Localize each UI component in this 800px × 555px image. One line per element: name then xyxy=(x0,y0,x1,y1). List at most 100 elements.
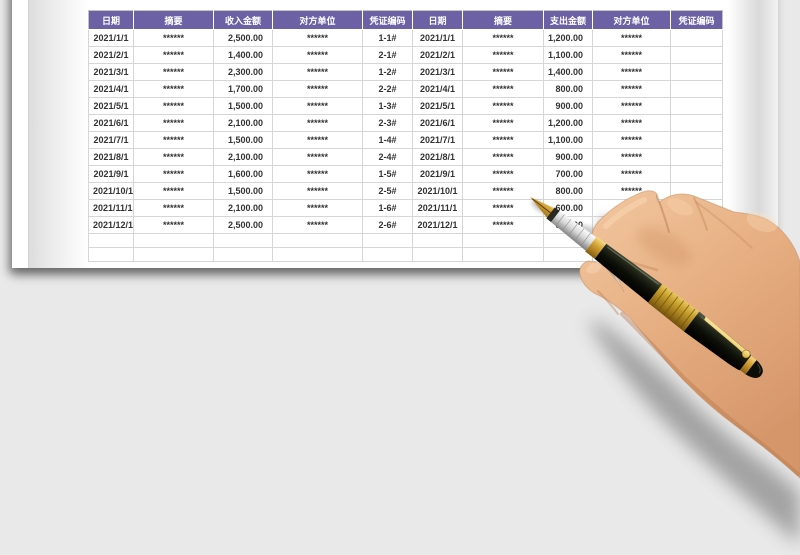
table-cell[interactable] xyxy=(670,148,723,166)
table-cell[interactable]: ****** xyxy=(592,199,671,217)
header-cell-0[interactable]: 日期 xyxy=(88,10,134,30)
empty-cell[interactable] xyxy=(213,247,273,262)
table-cell[interactable]: 1,600.00 xyxy=(213,165,273,183)
table-cell[interactable]: ****** xyxy=(592,131,671,149)
table-cell[interactable]: ****** xyxy=(592,182,671,200)
table-cell[interactable]: ****** xyxy=(272,46,363,64)
table-cell[interactable]: ****** xyxy=(592,63,671,81)
header-cell-1[interactable]: 摘要 xyxy=(133,10,214,30)
table-cell[interactable]: 2021/11/1 xyxy=(412,199,463,217)
table-cell[interactable]: 2021/10/1 xyxy=(88,182,134,200)
table-cell[interactable]: ****** xyxy=(592,46,671,64)
empty-cell[interactable] xyxy=(412,233,463,248)
table-cell[interactable]: ****** xyxy=(272,97,363,115)
table-cell[interactable]: 1,400.00 xyxy=(213,46,273,64)
table-cell[interactable]: 2,500.00 xyxy=(213,216,273,234)
empty-cell[interactable] xyxy=(412,247,463,262)
table-cell[interactable]: ****** xyxy=(272,63,363,81)
table-cell[interactable]: 2,500.00 xyxy=(213,29,273,47)
ledger-table[interactable]: 日期 摘要 收入金额 对方单位 凭证编码 日期 摘要 支出金额 对方单位 凭证编码 2021/1/… xyxy=(88,10,723,262)
table-cell[interactable]: 1,100.00 xyxy=(543,46,593,64)
table-cell[interactable]: 2021/4/1 xyxy=(88,80,134,98)
table-cell[interactable]: 2,100.00 xyxy=(213,114,273,132)
table-cell[interactable]: ****** xyxy=(133,46,214,64)
empty-cell[interactable] xyxy=(133,247,214,262)
table-cell[interactable]: ****** xyxy=(133,80,214,98)
table-cell[interactable]: 600.00 xyxy=(543,199,593,217)
table-cell[interactable]: 2-2# xyxy=(362,80,413,98)
table-cell[interactable]: 2021/2/1 xyxy=(412,46,463,64)
table-cell[interactable]: 1,400.00 xyxy=(543,63,593,81)
table-cell[interactable]: ****** xyxy=(133,29,214,47)
header-cell-2[interactable]: 收入金额 xyxy=(213,10,273,30)
table-cell[interactable]: 2021/9/1 xyxy=(412,165,463,183)
table-cell[interactable]: 2021/5/1 xyxy=(412,97,463,115)
empty-cell[interactable] xyxy=(670,247,723,262)
table-cell[interactable]: 800.00 xyxy=(543,182,593,200)
empty-cell[interactable] xyxy=(88,233,134,248)
table-cell[interactable]: 2021/3/1 xyxy=(88,63,134,81)
table-cell[interactable]: 700.00 xyxy=(543,165,593,183)
table-cell[interactable]: 2-3# xyxy=(362,114,413,132)
table-cell[interactable]: 2021/1/1 xyxy=(88,29,134,47)
table-cell[interactable]: ****** xyxy=(133,97,214,115)
table-cell[interactable]: ****** xyxy=(272,131,363,149)
table-cell[interactable]: 1-5# xyxy=(362,165,413,183)
table-cell[interactable]: 1,500.00 xyxy=(213,131,273,149)
table-cell[interactable]: ****** xyxy=(462,216,544,234)
table-cell[interactable]: 2-6# xyxy=(362,216,413,234)
table-cell[interactable]: 2021/4/1 xyxy=(412,80,463,98)
table-cell[interactable]: ****** xyxy=(592,29,671,47)
table-cell[interactable]: 2021/3/1 xyxy=(412,63,463,81)
table-cell[interactable] xyxy=(670,80,723,98)
table-cell[interactable] xyxy=(670,131,723,149)
table-cell[interactable]: ****** xyxy=(462,114,544,132)
table-cell[interactable]: ****** xyxy=(272,80,363,98)
table-cell[interactable]: 1-1# xyxy=(362,29,413,47)
header-cell-3[interactable]: 对方单位 xyxy=(272,10,363,30)
table-cell[interactable]: ****** xyxy=(133,165,214,183)
table-cell[interactable]: 1,200.00 xyxy=(543,29,593,47)
table-cell[interactable]: ****** xyxy=(133,199,214,217)
table-cell[interactable]: ****** xyxy=(272,148,363,166)
table-cell[interactable]: 2021/12/1 xyxy=(88,216,134,234)
table-cell[interactable] xyxy=(670,182,723,200)
header-cell-5[interactable]: 日期 xyxy=(412,10,463,30)
empty-cell[interactable] xyxy=(670,233,723,248)
table-cell[interactable]: 2-1# xyxy=(362,46,413,64)
table-cell[interactable] xyxy=(670,199,723,217)
header-cell-8[interactable]: 对方单位 xyxy=(592,10,671,30)
empty-cell[interactable] xyxy=(543,233,593,248)
table-cell[interactable]: ****** xyxy=(272,29,363,47)
table-cell[interactable]: ****** xyxy=(592,216,671,234)
table-cell[interactable]: 2,300.00 xyxy=(213,63,273,81)
table-cell[interactable] xyxy=(670,114,723,132)
table-cell[interactable]: 1,500.00 xyxy=(213,97,273,115)
header-cell-7[interactable]: 支出金额 xyxy=(543,10,593,30)
empty-cell[interactable] xyxy=(362,247,413,262)
table-cell[interactable]: ****** xyxy=(133,148,214,166)
table-cell[interactable] xyxy=(670,63,723,81)
table-cell[interactable]: 2021/1/1 xyxy=(412,29,463,47)
table-cell[interactable]: 2021/8/1 xyxy=(88,148,134,166)
table-cell[interactable]: 1,500.00 xyxy=(213,182,273,200)
table-cell[interactable]: 2021/7/1 xyxy=(88,131,134,149)
table-cell[interactable]: 1-4# xyxy=(362,131,413,149)
table-cell[interactable]: 1-3# xyxy=(362,97,413,115)
table-cell[interactable]: 2021/12/1 xyxy=(412,216,463,234)
table-cell[interactable]: 2-4# xyxy=(362,148,413,166)
table-cell[interactable]: 1,700.00 xyxy=(213,80,273,98)
table-cell[interactable]: ****** xyxy=(272,165,363,183)
empty-cell[interactable] xyxy=(133,233,214,248)
table-cell[interactable] xyxy=(670,165,723,183)
header-cell-6[interactable]: 摘要 xyxy=(462,10,544,30)
empty-cell[interactable] xyxy=(462,233,544,248)
table-cell[interactable]: ****** xyxy=(133,216,214,234)
table-cell[interactable]: 1-2# xyxy=(362,63,413,81)
table-cell[interactable]: ****** xyxy=(462,29,544,47)
table-cell[interactable]: ****** xyxy=(272,114,363,132)
table-cell[interactable]: 2021/7/1 xyxy=(412,131,463,149)
table-cell[interactable]: ****** xyxy=(133,131,214,149)
empty-cell[interactable] xyxy=(272,233,363,248)
table-cell[interactable]: 2021/8/1 xyxy=(412,148,463,166)
